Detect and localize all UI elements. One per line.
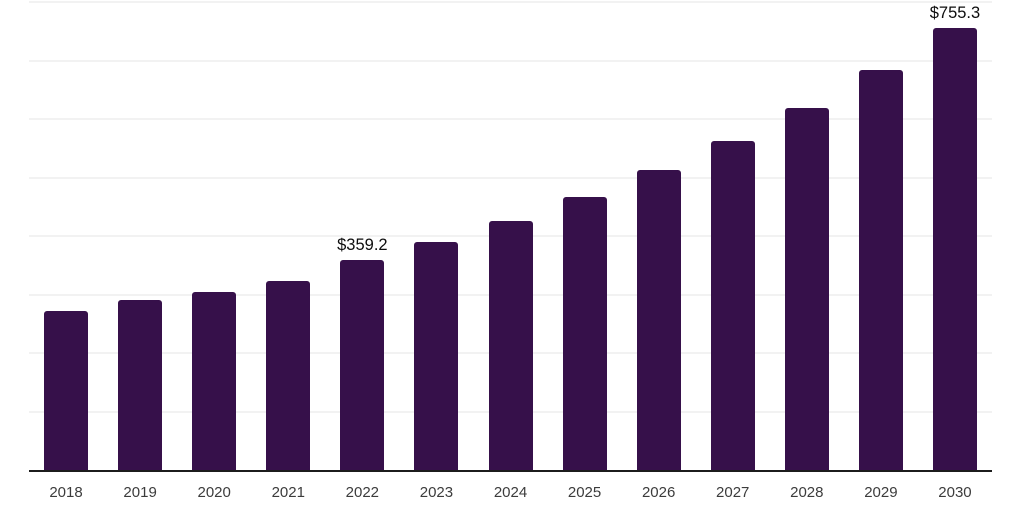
x-tick-label-2020: 2020: [197, 484, 231, 501]
x-tick-label-2026: 2026: [641, 484, 676, 501]
value-label-2022: $359.2: [337, 235, 388, 254]
bar-2024: [488, 220, 533, 470]
x-axis-line: [29, 470, 992, 472]
x-tick-label-2025: 2025: [567, 484, 602, 501]
x-tick-label-2023: 2023: [419, 484, 454, 501]
gridline-800: [29, 1, 992, 3]
bar-2029: [858, 70, 903, 470]
x-tick-label-2030: 2030: [938, 484, 972, 501]
x-tick-label-2024: 2024: [493, 484, 528, 501]
bar-2019: [118, 299, 163, 470]
bar-2026: [636, 170, 681, 470]
bar-2020: [192, 291, 237, 470]
x-tick-label-2029: 2029: [864, 484, 898, 501]
bar-2025: [562, 197, 607, 470]
bar-2022: [340, 259, 385, 470]
x-tick-label-2018: 2018: [49, 484, 83, 501]
gridline-500: [29, 176, 992, 179]
bar-2018: [44, 311, 89, 470]
gridline-600: [29, 118, 992, 120]
x-tick-label-2028: 2028: [790, 484, 824, 501]
x-tick-label-2021: 2021: [271, 484, 305, 501]
bar-2021: [266, 280, 311, 470]
x-tick-label-2027: 2027: [716, 484, 750, 501]
bar-2027: [710, 140, 755, 470]
x-tick-label-2019: 2019: [123, 484, 157, 501]
bar-2028: [784, 108, 829, 470]
bar-2030: [932, 28, 977, 470]
value-label-2030: $755.3: [929, 4, 981, 23]
bar-2023: [414, 241, 459, 470]
gridline-700: [29, 59, 992, 62]
x-tick-label-2022: 2022: [345, 484, 380, 501]
